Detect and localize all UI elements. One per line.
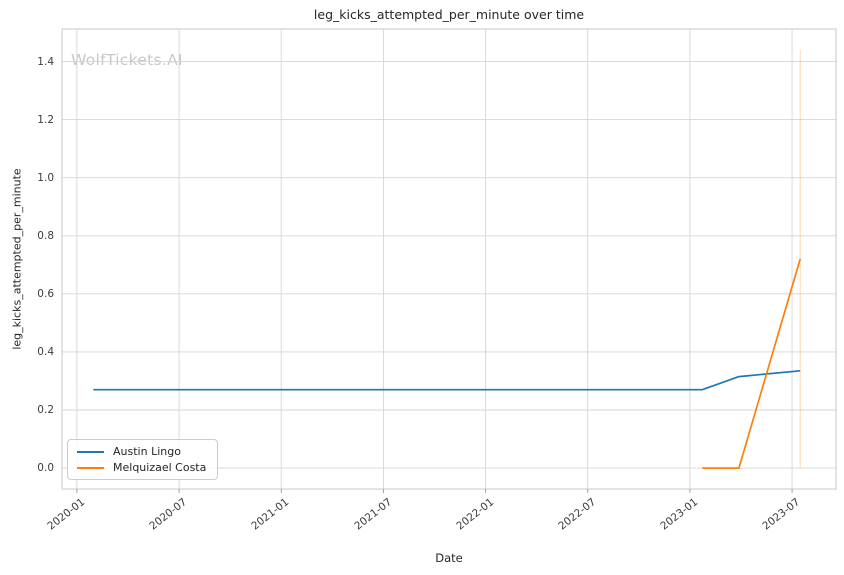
legend-line-swatch [77, 450, 104, 453]
y-tick-label: 0.6 [37, 287, 54, 300]
axes-border [61, 28, 837, 490]
chart-title: leg_kicks_attempted_per_minute over time [313, 7, 585, 22]
legend-label: Austin Lingo [113, 445, 181, 458]
legend: Austin Lingo Melquizael Costa [67, 439, 219, 480]
legend-item: Melquizael Costa [77, 461, 206, 474]
legend-line-swatch [77, 466, 104, 469]
y-tick-label: 0.4 [37, 345, 54, 358]
y-tick-label: 0.0 [37, 462, 54, 475]
y-tick-label: 0.2 [37, 404, 54, 416]
y-tick-label: 0.8 [37, 229, 54, 242]
y-tick-label: 1.2 [37, 113, 54, 126]
x-axis-label: Date [435, 551, 463, 565]
legend-label: Melquizael Costa [113, 461, 207, 474]
legend-item: Austin Lingo [77, 445, 206, 458]
y-tick-label: 1.4 [37, 55, 54, 68]
series-line-austin-lingo [93, 369, 801, 391]
y-tick-label: 1.0 [37, 171, 54, 184]
series-line-melquizael-costa [702, 258, 802, 469]
watermark: WolfTickets.AI [71, 51, 183, 69]
